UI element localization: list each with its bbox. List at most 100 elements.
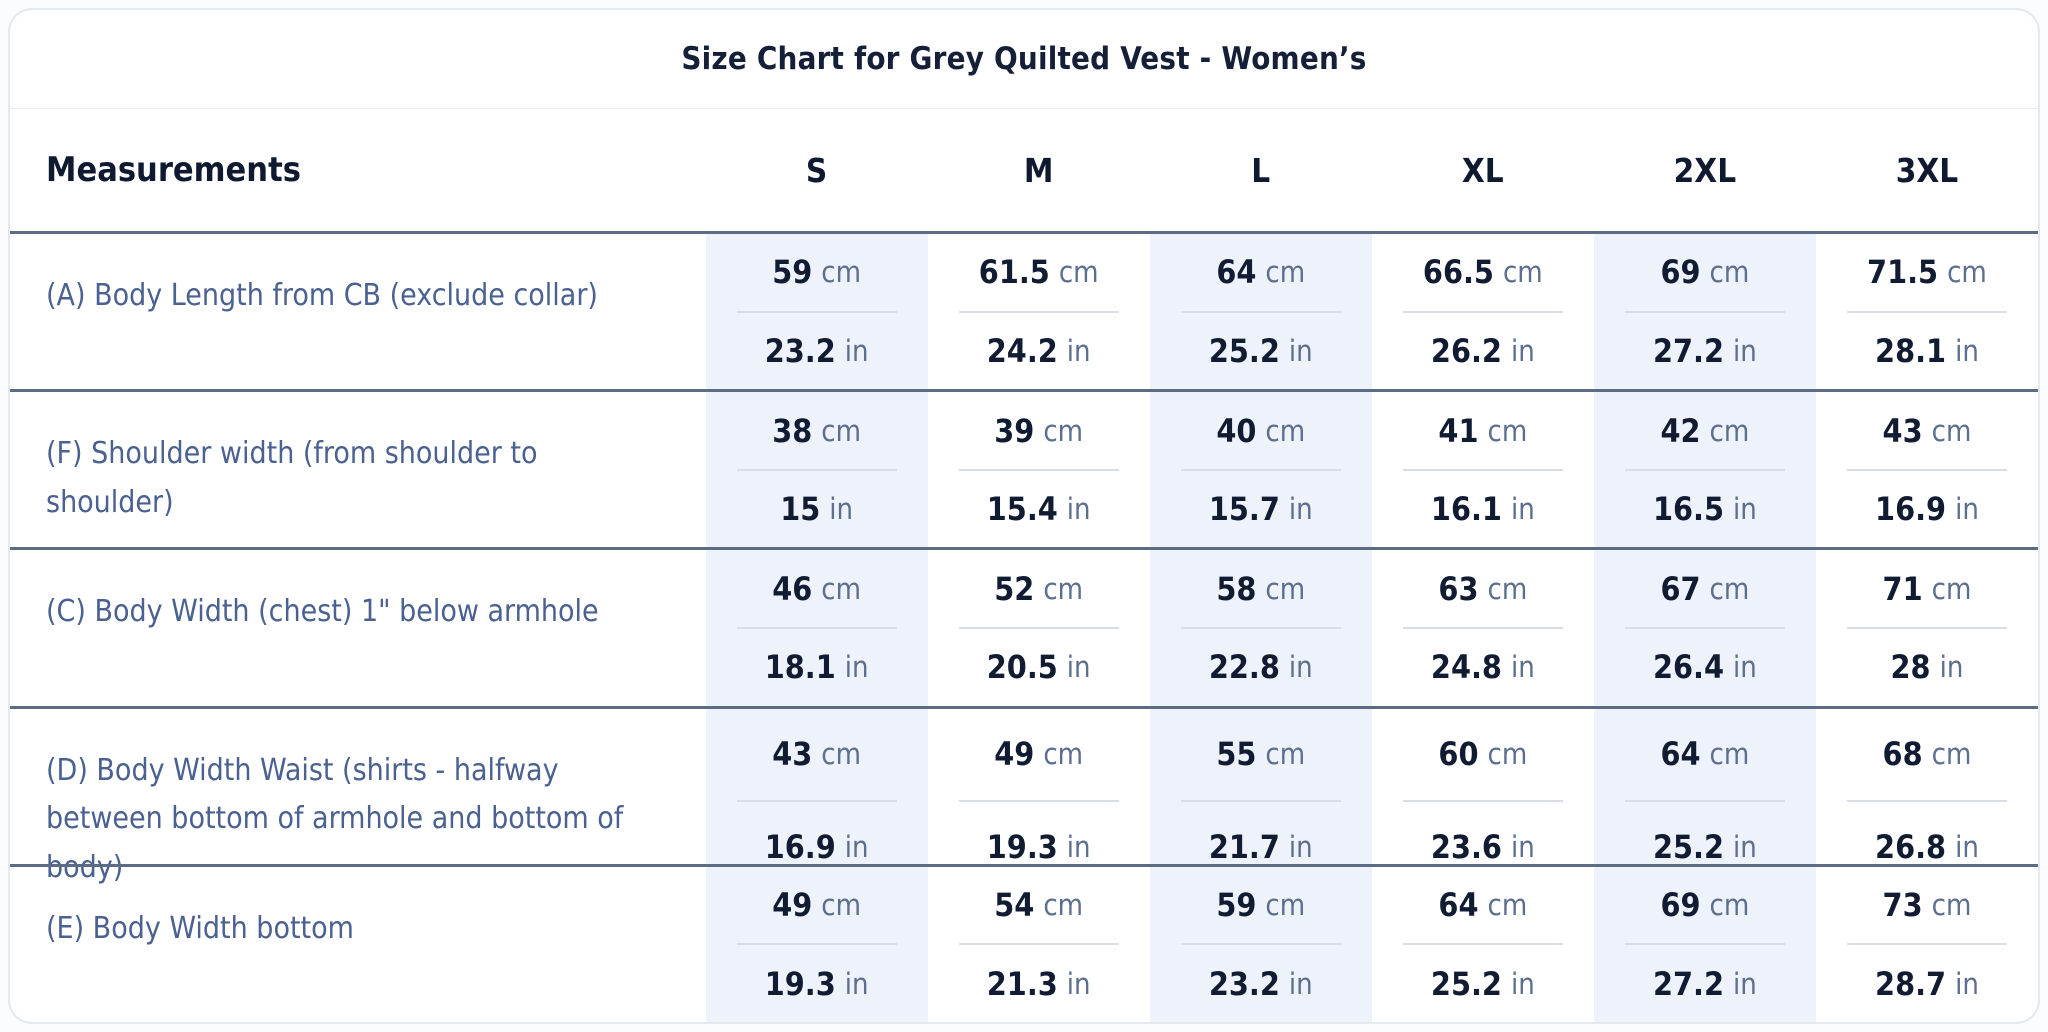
cm-unit: cm: [1709, 255, 1750, 290]
in-unit: in: [1733, 650, 1757, 685]
size-value-cell: 41 cm 16.1 in: [1372, 392, 1594, 547]
cm-value: 43: [772, 735, 813, 774]
in-unit: in: [1066, 333, 1091, 368]
in-half: 27.2 in: [1594, 945, 1816, 1022]
in-unit: in: [1955, 829, 1979, 864]
cm-value: 69: [1660, 253, 1701, 292]
in-value: 22.8: [1208, 648, 1280, 687]
in-half: 19.3 in: [928, 802, 1150, 893]
in-half: 26.8 in: [1816, 802, 2038, 893]
cm-unit: cm: [1487, 888, 1528, 923]
size-value-cell: 43 cm 16.9 in: [705, 708, 928, 893]
in-half: 23.2 in: [1150, 945, 1372, 1022]
cm-unit: cm: [821, 737, 862, 772]
in-value: 20.5: [986, 648, 1058, 687]
cm-unit: cm: [821, 888, 862, 923]
cm-value: 59: [772, 253, 813, 292]
column-header-measurements: Measurements: [46, 150, 301, 190]
cm-value: 61.5: [978, 253, 1050, 292]
size-value-cell: 73 cm 28.7 in: [1816, 867, 2038, 1022]
cm-unit: cm: [1709, 571, 1750, 606]
in-value: 26.2: [1430, 331, 1502, 370]
in-unit: in: [1510, 650, 1535, 685]
in-value: 26.8: [1875, 827, 1947, 866]
size-value-cell: 71.5 cm 28.1 in: [1816, 234, 2038, 389]
in-unit: in: [1955, 333, 1979, 368]
in-value: 15: [780, 490, 821, 529]
in-unit: in: [1510, 492, 1535, 527]
in-unit: in: [1510, 829, 1535, 864]
in-unit: in: [1288, 650, 1313, 685]
in-half: 15 in: [706, 471, 928, 548]
cm-unit: cm: [1931, 413, 1972, 448]
cm-unit: cm: [1709, 737, 1750, 772]
size-value-cell: 69 cm 27.2 in: [1593, 866, 1816, 1022]
cm-value: 46: [772, 569, 813, 608]
in-half: 15.7 in: [1150, 471, 1372, 548]
cm-unit: cm: [1058, 255, 1099, 290]
in-half: 28 in: [1816, 629, 2038, 706]
cell-divider: [1847, 468, 2007, 471]
cm-half: 69 cm: [1594, 867, 1816, 944]
cm-value: 38: [772, 411, 813, 450]
in-value: 16.9: [1875, 490, 1947, 529]
in-half: 23.6 in: [1372, 802, 1594, 893]
cell-divider: [736, 627, 897, 630]
in-unit: in: [1955, 492, 1979, 527]
in-value: 19.3: [986, 827, 1058, 866]
in-unit: in: [1733, 333, 1757, 368]
cm-value: 68: [1882, 735, 1923, 774]
cell-divider: [958, 799, 1119, 802]
cm-half: 49 cm: [928, 709, 1150, 800]
size-value-cell: 49 cm 19.3 in: [928, 709, 1150, 893]
in-half: 16.9 in: [706, 802, 928, 893]
cm-unit: cm: [1265, 737, 1306, 772]
cell-divider: [736, 310, 897, 313]
cm-unit: cm: [1931, 888, 1972, 923]
cell-divider: [1847, 310, 2007, 313]
cm-half: 67 cm: [1594, 550, 1816, 627]
in-unit: in: [1733, 966, 1757, 1001]
in-unit: in: [1288, 829, 1313, 864]
measurement-row: (E) Body Width bottom 49 cm 19.3 in 54 c…: [10, 863, 2038, 1022]
measurement-label: (A) Body Length from CB (exclude collar): [46, 278, 598, 313]
cm-value: 71: [1882, 569, 1923, 608]
size-value-cell: 38 cm 15 in: [705, 392, 928, 548]
cm-half: 64 cm: [1594, 709, 1816, 800]
cm-half: 71 cm: [1816, 550, 2038, 627]
header-row: Measurements S M L XL 2XL 3XL: [10, 109, 2038, 231]
cm-value: 64: [1216, 253, 1257, 292]
in-half: 16.5 in: [1594, 471, 1816, 548]
cm-unit: cm: [1265, 571, 1306, 606]
cm-value: 66.5: [1422, 253, 1494, 292]
in-value: 28.7: [1875, 964, 1947, 1003]
measurement-label: (F) Shoulder width (from shoulder to sho…: [46, 436, 538, 520]
in-half: 20.5 in: [928, 629, 1150, 706]
in-value: 23.2: [1208, 964, 1280, 1003]
in-half: 25.2 in: [1594, 802, 1816, 893]
table-body: (A) Body Length from CB (exclude collar)…: [10, 231, 2038, 1022]
measurement-row: (F) Shoulder width (from shoulder to sho…: [10, 389, 2038, 548]
in-value: 21.3: [986, 964, 1058, 1003]
size-value-cell: 42 cm 16.5 in: [1593, 392, 1816, 548]
cm-unit: cm: [1043, 571, 1084, 606]
in-value: 16.1: [1430, 490, 1502, 529]
cm-unit: cm: [821, 571, 862, 606]
cm-half: 43 cm: [1816, 392, 2038, 469]
measurement-label: (C) Body Width (chest) 1" below armhole: [46, 594, 599, 630]
in-value: 15.7: [1208, 490, 1280, 529]
cm-half: 42 cm: [1594, 392, 1816, 469]
in-half: 22.8 in: [1150, 629, 1372, 706]
in-value: 23.2: [764, 331, 836, 370]
cm-half: 59 cm: [706, 234, 928, 311]
in-value: 16.5: [1652, 490, 1724, 529]
cm-half: 46 cm: [706, 550, 928, 627]
size-value-cell: 64 cm 25.2 in: [1372, 867, 1594, 1022]
cell-divider: [1402, 627, 1563, 630]
cm-value: 64: [1660, 735, 1701, 774]
cm-unit: cm: [1043, 737, 1084, 772]
cm-unit: cm: [1709, 413, 1750, 448]
cm-unit: cm: [1265, 888, 1306, 923]
cm-unit: cm: [821, 255, 862, 290]
size-value-cell: 58 cm 22.8 in: [1149, 550, 1372, 706]
